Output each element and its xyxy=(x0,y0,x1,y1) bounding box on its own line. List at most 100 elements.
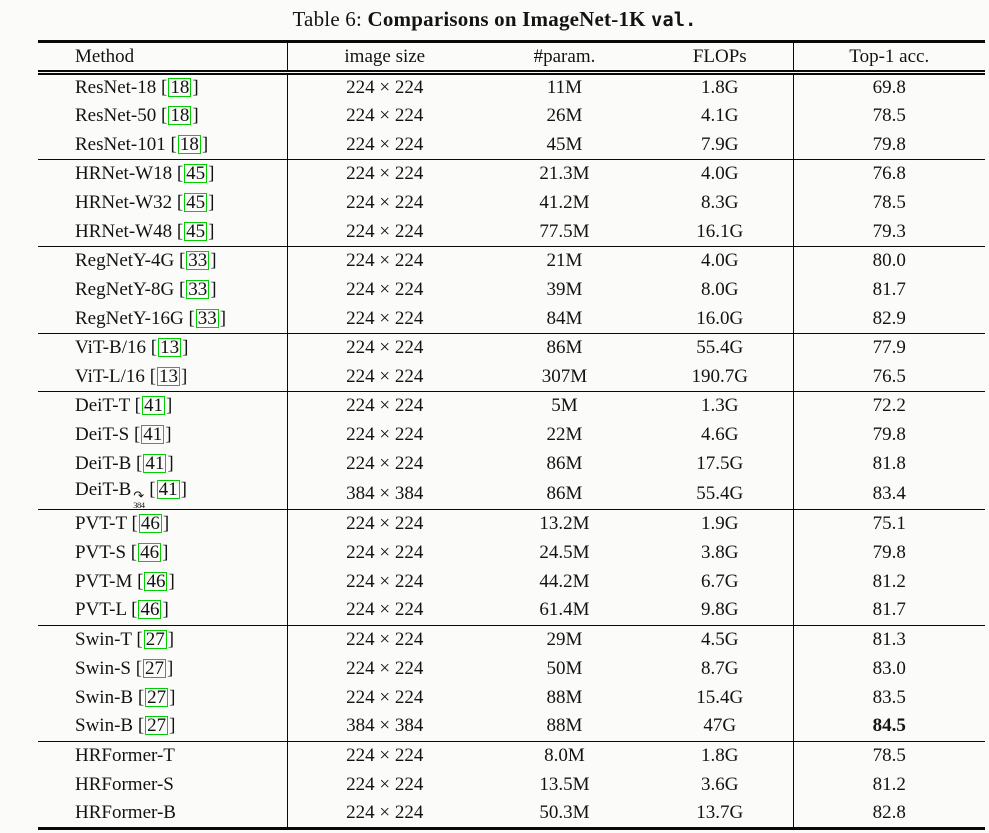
citation-link[interactable]: 46 xyxy=(138,599,162,621)
top1-cell: 83.0 xyxy=(872,657,906,679)
params-cell: 86M xyxy=(546,453,583,474)
top1-cell: 79.8 xyxy=(872,133,906,155)
params-cell: 86M xyxy=(482,333,647,363)
table-row: HRNet-W18 [45] 224 × 224 21.3M 4.0G 76.8 xyxy=(38,159,985,189)
citation-link[interactable]: 13 xyxy=(157,365,181,387)
table-row: PVT-S [46] 224 × 224 24.5M 3.8G 79.8 xyxy=(38,538,985,567)
header-row: Method image size #param. FLOPs Top-1 ac… xyxy=(38,40,985,75)
params-cell: 77.5M xyxy=(539,220,590,242)
params-cell: 13.5M xyxy=(539,773,590,795)
method-cell: PVT-T [46] xyxy=(38,508,288,538)
citation-link[interactable]: 13 xyxy=(158,337,182,359)
method-name: Swin-T xyxy=(75,628,132,650)
image-size-cell: 224 × 224 xyxy=(346,220,424,242)
table-row: Swin-B [27] 384 × 384 88M 47G 84.5 xyxy=(38,712,985,741)
params-cell: 5M xyxy=(482,391,647,421)
top1-cell: 81.2 xyxy=(872,570,906,592)
method-cell: DeiT-B [41] xyxy=(38,449,288,479)
method-name: DeiT-B xyxy=(75,453,132,474)
citation-link[interactable]: 45 xyxy=(184,163,208,185)
image-size-cell: 224 × 224 xyxy=(287,159,482,189)
params-cell: 8.0M xyxy=(482,740,647,770)
method-cell: HRFormer-S xyxy=(38,770,288,799)
method-name: HRNet-W48 xyxy=(75,220,173,242)
top1-cell: 77.9 xyxy=(793,333,985,363)
flops-cell: 3.6G xyxy=(647,770,794,799)
method-cell: DeiT-S [41] xyxy=(38,420,288,450)
method-name: Swin-B xyxy=(75,715,134,737)
params-cell: 21.3M xyxy=(482,159,647,189)
upscale-resolution-label: 384 xyxy=(133,499,145,510)
citation-link[interactable]: 45 xyxy=(184,192,208,213)
flops-cell: 4.5G xyxy=(647,624,794,654)
citation-link[interactable]: 46 xyxy=(138,541,162,563)
method-cell: ResNet-18 [18] xyxy=(38,72,288,102)
flops-cell: 4.6G xyxy=(647,420,794,450)
caption-code-text: val. xyxy=(651,10,697,31)
results-table: Method image size #param. FLOPs Top-1 ac… xyxy=(38,40,985,830)
top1-cell: 76.8 xyxy=(793,159,985,189)
top1-cell: 82.8 xyxy=(793,799,985,830)
flops-cell: 13.7G xyxy=(647,799,794,830)
top1-cell: 75.1 xyxy=(793,508,985,538)
citation-link[interactable]: 46 xyxy=(138,512,162,534)
image-size-cell: 224 × 224 xyxy=(287,333,482,363)
image-size-cell: 224 × 224 xyxy=(346,192,424,213)
flops-cell: 190.7G xyxy=(647,362,794,392)
citation-link[interactable]: 18 xyxy=(177,133,201,155)
table-row: HRNet-W48 [45] 224 × 224 77.5M 16.1G 79.3 xyxy=(38,217,985,247)
flops-cell: 16.1G xyxy=(647,217,794,247)
citation-link[interactable]: 33 xyxy=(186,250,210,272)
citation-link[interactable]: 27 xyxy=(145,686,169,708)
table-row: PVT-M [46] 224 × 224 44.2M 6.7G 81.2 xyxy=(38,567,985,596)
method-cell: HRNet-W48 [45] xyxy=(38,217,288,247)
table-row: HRFormer-T 224 × 224 8.0M 1.8G 78.5 xyxy=(38,740,985,770)
table-row: ViT-L/16 [13] 224 × 224 307M 190.7G 76.5 xyxy=(38,362,985,392)
flops-cell: 6.7G xyxy=(647,567,794,596)
image-size-cell: 224 × 224 xyxy=(346,657,424,679)
image-size-cell: 224 × 224 xyxy=(346,365,424,387)
flops-cell: 8.0G xyxy=(647,275,794,305)
citation-link[interactable]: 41 xyxy=(156,478,180,500)
citation-link[interactable]: 41 xyxy=(141,424,165,445)
citation-link[interactable]: 33 xyxy=(195,307,219,329)
citation-link[interactable]: 18 xyxy=(168,77,192,99)
method-cell: DeiT-B ↷ 384 [41] xyxy=(38,478,288,510)
image-size-cell: 224 × 224 xyxy=(287,799,482,830)
citation-link[interactable]: 27 xyxy=(143,657,167,679)
params-cell: 50.3M xyxy=(482,799,647,830)
citation-link[interactable]: 45 xyxy=(184,220,208,242)
top1-cell: 72.2 xyxy=(793,391,985,421)
flops-cell: 55.4G xyxy=(647,478,794,509)
method-name: PVT-T xyxy=(75,512,127,534)
citation-link[interactable]: 33 xyxy=(186,279,210,300)
citation-link[interactable]: 41 xyxy=(143,453,167,474)
method-name: DeiT-B xyxy=(75,478,132,500)
top1-cell: 78.5 xyxy=(872,192,906,213)
caption-bold-text: Comparisons on ImageNet-1K xyxy=(367,7,652,31)
flops-cell: 1.9G xyxy=(647,508,794,538)
method-cell: Swin-B [27] xyxy=(38,683,288,712)
table-row: ResNet-101 [18] 224 × 224 45M 7.9G 79.8 xyxy=(38,130,985,160)
image-size-cell: 224 × 224 xyxy=(287,508,482,538)
citation-link[interactable]: 27 xyxy=(143,628,167,650)
table-row: DeiT-B [41] 224 × 224 86M 17.5G 81.8 xyxy=(38,449,985,479)
upscale-arrow-icon: ↷ xyxy=(133,487,145,503)
table-row: DeiT-T [41] 224 × 224 5M 1.3G 72.2 xyxy=(38,391,985,421)
params-cell: 39M xyxy=(546,279,583,300)
citation-link[interactable]: 46 xyxy=(144,570,168,592)
method-cell: PVT-S [46] xyxy=(38,538,288,567)
citation-link[interactable]: 27 xyxy=(145,715,169,737)
flops-cell: 4.0G xyxy=(647,159,794,189)
top1-cell: 83.4 xyxy=(872,482,906,504)
citation-link[interactable]: 41 xyxy=(141,395,165,417)
params-cell: 307M xyxy=(541,365,588,387)
method-name: HRNet-W18 xyxy=(75,163,173,185)
flops-cell: 1.8G xyxy=(647,72,794,102)
image-size-cell: 384 × 384 xyxy=(346,715,424,737)
table-row: HRFormer-B 224 × 224 50.3M 13.7G 82.8 xyxy=(38,799,985,830)
image-size-cell: 224 × 224 xyxy=(346,773,424,795)
table-row: HRFormer-S 224 × 224 13.5M 3.6G 81.2 xyxy=(38,770,985,799)
flops-cell: 47G xyxy=(647,712,794,741)
citation-link[interactable]: 18 xyxy=(168,105,192,126)
